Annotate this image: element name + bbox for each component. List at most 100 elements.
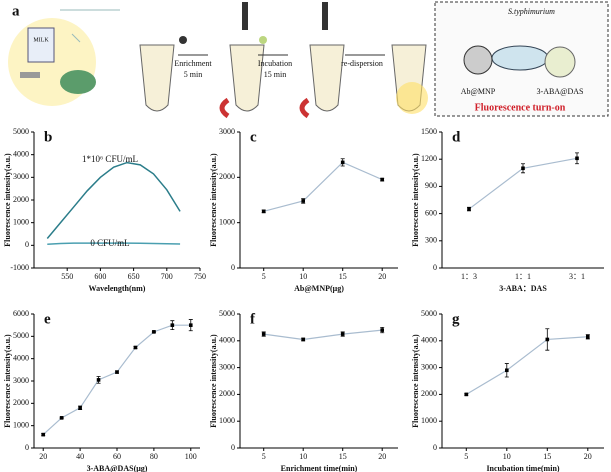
- y-tick-label: 2000: [219, 172, 235, 181]
- dropper: [322, 2, 328, 30]
- y-tick-label: 1000: [219, 217, 235, 226]
- data-line: [47, 242, 181, 245]
- milk-carton: [27, 27, 55, 63]
- x-tick-label: 10: [503, 452, 511, 461]
- data-point: [170, 323, 175, 327]
- series-label: 0 CFU/mL: [90, 238, 129, 248]
- x-tick-label: 5: [262, 272, 266, 281]
- x-tick-label: 40: [76, 452, 84, 461]
- step-label: re-dispersion: [341, 59, 383, 68]
- data-point: [41, 432, 46, 437]
- data-point: [340, 332, 345, 336]
- data-point: [301, 199, 305, 203]
- x-axis-label: Incubation time(min): [486, 464, 559, 472]
- y-axis-label: Fluorescence intensity(a.u.): [411, 153, 420, 247]
- y-tick-label: 4000: [219, 336, 235, 345]
- y-axis-label: Fluorescence intensity(a.u.): [209, 153, 218, 247]
- data-line: [465, 336, 588, 395]
- y-axis-label: Fluorescence intensity(a.u.): [209, 334, 218, 428]
- panel-label: c: [250, 129, 257, 145]
- data-point: [96, 378, 101, 382]
- x-tick-label: 650: [128, 272, 140, 281]
- data-point: [261, 332, 266, 336]
- panel-label: g: [452, 311, 460, 327]
- y-tick-label: 300: [425, 236, 437, 245]
- x-tick-label: 550: [61, 272, 73, 281]
- x-tick-label: 80: [150, 452, 158, 461]
- data-point: [521, 166, 525, 171]
- x-axis-label: Ab@MNP(μg): [294, 284, 344, 293]
- step-label: Incubation: [258, 59, 292, 68]
- y-tick-label: 5000: [13, 331, 29, 340]
- dropper: [242, 2, 248, 30]
- y-tick-label: 2000: [421, 389, 437, 398]
- magnet: [219, 97, 310, 119]
- y-tick-label: 900: [425, 181, 437, 190]
- data-point: [301, 337, 305, 342]
- step-time: 15 min: [264, 70, 286, 79]
- x-tick-label: 20: [39, 452, 47, 461]
- data-line: [42, 324, 191, 436]
- tube: [139, 44, 175, 112]
- data-point: [380, 328, 384, 332]
- y-tick-label: 0: [25, 443, 29, 452]
- x-axis-label: 3-ABA：DAS: [499, 284, 547, 293]
- y-tick-label: 600: [425, 208, 437, 217]
- probe-label: Ab@MNP: [461, 87, 496, 96]
- x-tick-label: 20: [378, 272, 386, 281]
- x-axis-label: Wavelength(nm): [89, 284, 146, 293]
- y-tick-label: 3000: [13, 376, 29, 385]
- x-tick-label: 15: [543, 452, 551, 461]
- water-sample: [60, 70, 96, 94]
- bacterium: [491, 45, 549, 71]
- x-axis-label: 3-ABA@DAS(μg): [87, 464, 148, 472]
- y-tick-label: 2000: [13, 195, 29, 204]
- milk-label: MILK: [33, 37, 49, 43]
- y-tick-label: 0: [433, 443, 437, 452]
- y-tick-label: 0: [231, 443, 235, 452]
- data-line: [263, 329, 383, 341]
- data-point: [545, 337, 550, 342]
- y-tick-label: 4000: [13, 353, 29, 362]
- mnp: [463, 45, 493, 75]
- bacteria-label: S.typhimurium: [508, 7, 555, 16]
- data-line: [46, 161, 181, 240]
- y-tick-label: 6000: [13, 309, 29, 318]
- panel-label: e: [44, 311, 51, 327]
- y-tick-label: 3000: [421, 362, 437, 371]
- tube: [229, 44, 265, 112]
- data-point: [464, 392, 469, 397]
- schematic: a MILK Enrichment 5 min Incubation 15 mi…: [8, 1, 609, 119]
- data-point: [115, 370, 119, 374]
- y-tick-label: 1000: [219, 416, 235, 425]
- arrow: [60, 9, 120, 43]
- y-tick-label: 1000: [13, 217, 29, 226]
- y-tick-label: 3000: [219, 362, 235, 371]
- tap: [20, 72, 40, 78]
- data-point: [152, 330, 156, 334]
- y-tick-label: 1000: [421, 416, 437, 425]
- probe-label: 3-ABA@DAS: [537, 87, 584, 96]
- data-point: [575, 156, 579, 161]
- y-tick-label: 4000: [13, 149, 29, 158]
- data-point: [261, 209, 266, 214]
- x-tick-label: 1：3: [461, 272, 477, 281]
- y-tick-label: 0: [231, 263, 235, 272]
- x-tick-label: 5: [464, 452, 468, 461]
- y-axis-label: Fluorescence intensity(a.u.): [3, 334, 12, 428]
- x-axis-label: Enrichment time(min): [281, 464, 358, 472]
- y-tick-label: 1000: [13, 420, 29, 429]
- particle: [259, 36, 267, 44]
- y-tick-label: 0: [433, 263, 437, 272]
- data-point: [78, 406, 82, 410]
- data-point: [586, 334, 590, 339]
- y-tick-label: 5000: [219, 309, 235, 318]
- step-label: Enrichment: [174, 59, 212, 68]
- das: [544, 46, 576, 78]
- y-tick-label: 0: [25, 240, 29, 249]
- data-point: [505, 368, 509, 373]
- x-tick-label: 100: [185, 452, 197, 461]
- y-tick-label: 1500: [421, 127, 437, 136]
- y-tick-label: 3000: [219, 127, 235, 136]
